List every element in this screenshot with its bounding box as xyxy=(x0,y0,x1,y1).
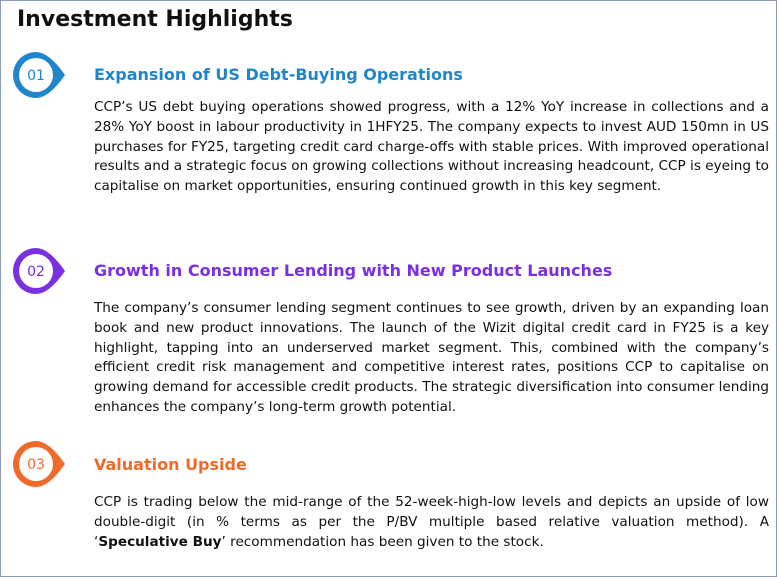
title: Investment Highlights xyxy=(17,7,293,32)
badge-icon: 02 xyxy=(13,248,65,294)
body-text: The company’s consumer lending segment c… xyxy=(94,300,769,415)
section-number: 02 xyxy=(27,264,45,280)
body-text: ’ recommendation has been given to the s… xyxy=(221,533,544,550)
section-body: The company’s consumer lending segment c… xyxy=(94,299,769,418)
body-text: CCP’s US debt buying operations showed p… xyxy=(94,99,769,195)
section-heading: Valuation Upside xyxy=(94,455,247,474)
section-heading: Expansion of US Debt-Buying Operations xyxy=(94,65,463,84)
section-body: CCP’s US debt buying operations showed p… xyxy=(94,98,769,197)
section-body: CCP is trading below the mid-range of th… xyxy=(94,493,769,552)
body-text: CCP is trading below the mid-range of th… xyxy=(94,494,769,550)
section-number: 01 xyxy=(27,68,45,84)
section-heading: Growth in Consumer Lending with New Prod… xyxy=(94,261,613,280)
section-number: 03 xyxy=(27,457,45,473)
badge-icon: 01 xyxy=(13,52,65,98)
badge-icon: 03 xyxy=(13,441,65,487)
emphasis: Speculative Buy xyxy=(98,533,222,550)
